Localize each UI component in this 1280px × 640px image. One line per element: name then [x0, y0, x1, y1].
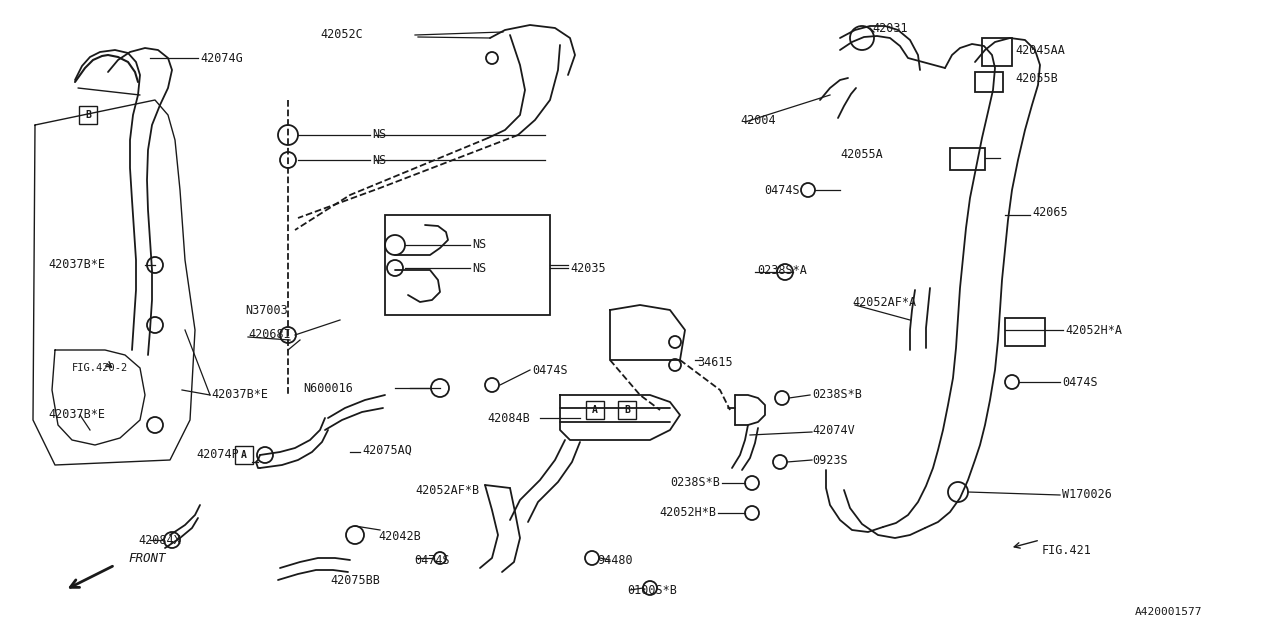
Text: 42068I: 42068I — [248, 328, 291, 342]
Text: 42031: 42031 — [872, 22, 908, 35]
Text: 42035: 42035 — [570, 262, 605, 275]
Text: 0474S: 0474S — [413, 554, 449, 566]
Text: 42074P: 42074P — [196, 449, 239, 461]
Text: 94480: 94480 — [596, 554, 632, 566]
Bar — [982, 38, 1012, 66]
Text: 42037B*E: 42037B*E — [211, 388, 268, 401]
Text: A420001577: A420001577 — [1135, 607, 1202, 617]
Text: FIG.421: FIG.421 — [1042, 543, 1092, 557]
Text: 0923S: 0923S — [812, 454, 847, 467]
Text: 34615: 34615 — [698, 355, 732, 369]
Text: 42052H*A: 42052H*A — [1065, 323, 1123, 337]
Text: 0238S*A: 0238S*A — [756, 264, 806, 276]
Text: N600016: N600016 — [303, 381, 353, 394]
Bar — [586, 401, 604, 419]
Text: 42052H*B: 42052H*B — [659, 506, 716, 520]
Bar — [236, 446, 253, 464]
Text: B: B — [625, 405, 630, 415]
Bar — [79, 106, 97, 124]
Text: 0474S: 0474S — [764, 184, 800, 196]
Text: 42074G: 42074G — [200, 51, 243, 65]
Text: 0238S*B: 0238S*B — [671, 476, 719, 488]
Text: 42074V: 42074V — [812, 424, 855, 436]
Text: W170026: W170026 — [1062, 488, 1112, 502]
Text: 42055B: 42055B — [1015, 72, 1057, 84]
Bar — [950, 148, 986, 170]
Bar — [385, 215, 550, 315]
Bar — [1005, 318, 1044, 346]
Text: FIG.420-2: FIG.420-2 — [72, 363, 128, 373]
Text: 42004: 42004 — [740, 113, 776, 127]
Text: A: A — [593, 405, 598, 415]
Text: NS: NS — [472, 262, 486, 275]
Text: A: A — [241, 450, 247, 460]
Text: 42042B: 42042B — [378, 531, 421, 543]
Text: N37003: N37003 — [244, 303, 288, 317]
Text: 0238S*B: 0238S*B — [812, 388, 861, 401]
Text: 42037B*E: 42037B*E — [49, 259, 105, 271]
Text: B: B — [84, 110, 91, 120]
Text: 42045AA: 42045AA — [1015, 44, 1065, 56]
Text: NS: NS — [372, 154, 387, 166]
Bar — [975, 72, 1004, 92]
Text: NS: NS — [372, 129, 387, 141]
Text: NS: NS — [472, 239, 486, 252]
Text: 42052C: 42052C — [320, 29, 362, 42]
Text: 0474S: 0474S — [1062, 376, 1098, 388]
Text: 42052AF*B: 42052AF*B — [415, 483, 479, 497]
Text: 42075BB: 42075BB — [330, 573, 380, 586]
Text: 42055A: 42055A — [840, 148, 883, 161]
Text: 42037B*E: 42037B*E — [49, 408, 105, 422]
Text: 42052AF*A: 42052AF*A — [852, 296, 916, 308]
Text: 42075AQ: 42075AQ — [362, 444, 412, 456]
Text: 42065: 42065 — [1032, 205, 1068, 218]
Text: 42084B: 42084B — [486, 412, 530, 424]
Text: 0100S*B: 0100S*B — [627, 584, 677, 596]
Text: FRONT: FRONT — [128, 552, 165, 564]
Bar — [618, 401, 636, 419]
Text: 42084X: 42084X — [138, 534, 180, 547]
Text: 0474S: 0474S — [532, 364, 567, 376]
